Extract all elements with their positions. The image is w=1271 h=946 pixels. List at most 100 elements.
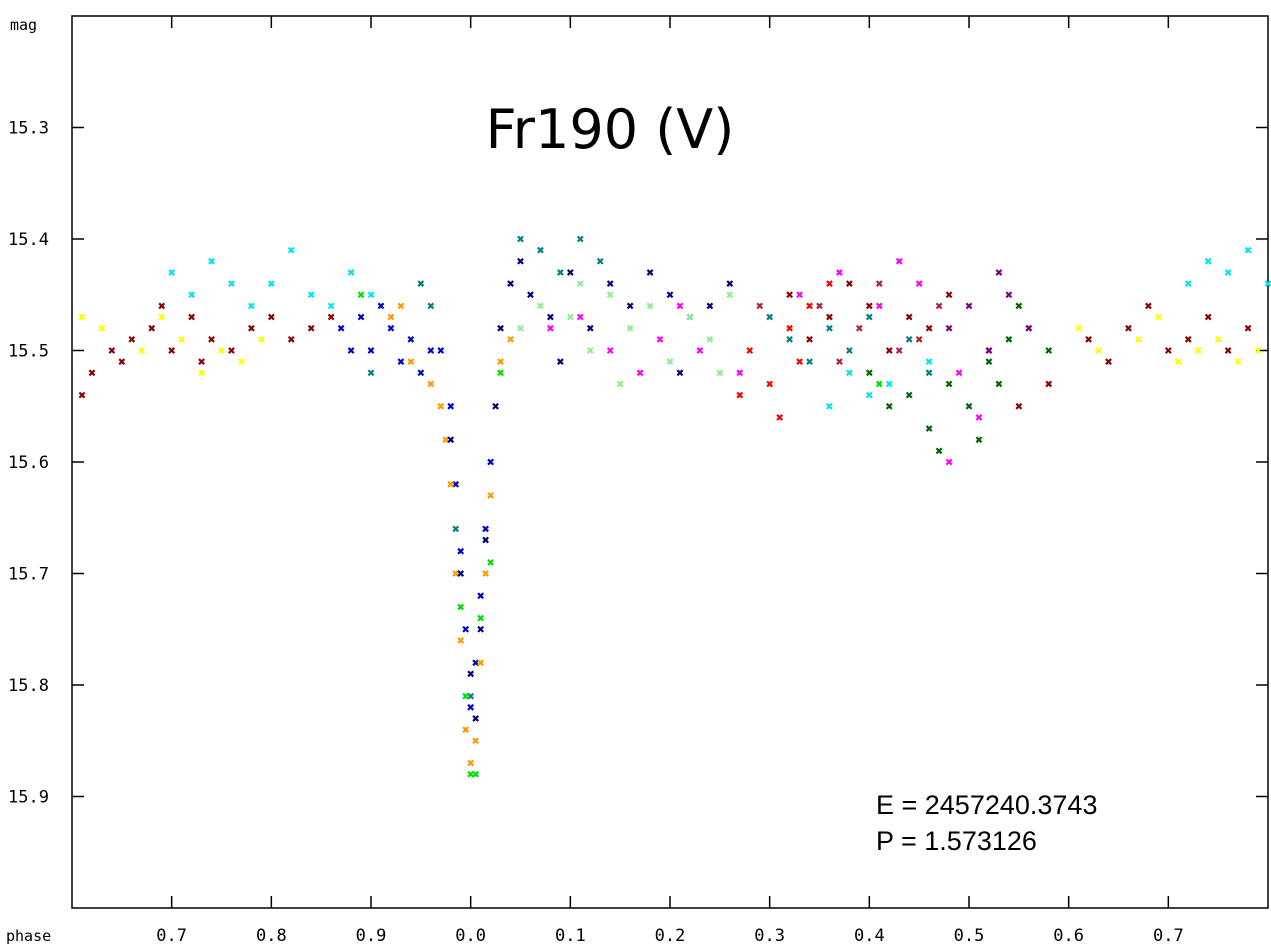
data-point [417, 280, 425, 287]
data-point [865, 391, 873, 399]
data-point [995, 380, 1003, 388]
data-point [307, 324, 315, 332]
data-point [1174, 358, 1182, 366]
period-annotation: P = 1.573126 [876, 826, 1037, 856]
data-point [287, 335, 295, 343]
data-point [467, 703, 475, 711]
data-point [915, 280, 923, 287]
data-point [377, 302, 385, 310]
data-point [766, 380, 774, 388]
data-point [865, 369, 873, 377]
data-point [467, 670, 475, 678]
data-point [547, 324, 554, 332]
data-point [985, 358, 993, 366]
data-point [462, 692, 470, 700]
data-point [865, 302, 873, 310]
data-point [995, 269, 1003, 276]
data-point [477, 592, 485, 600]
data-point [1184, 280, 1192, 287]
data-point [796, 358, 803, 366]
data-point [482, 525, 489, 533]
data-point [925, 369, 933, 377]
data-point [527, 291, 534, 299]
data-point [975, 436, 983, 444]
data-point [1045, 347, 1053, 354]
data-point [656, 335, 664, 343]
data-point [208, 257, 215, 265]
data-point [616, 380, 624, 388]
x-tick-label: 0.6 [1053, 926, 1084, 946]
data-point [457, 570, 465, 577]
x-tick-label: 0.9 [356, 926, 387, 946]
data-point [935, 447, 943, 455]
data-point [786, 324, 793, 332]
data-point [666, 358, 674, 366]
data-point [836, 358, 843, 366]
data-point [347, 269, 355, 276]
data-point [427, 380, 435, 388]
data-point [905, 335, 913, 343]
data-point [1164, 347, 1172, 354]
data-point [1125, 324, 1132, 332]
data-point [786, 335, 793, 343]
data-point [826, 402, 833, 410]
data-point [1214, 335, 1222, 343]
data-point [1224, 347, 1232, 354]
data-point [736, 391, 744, 399]
x-tick-label: 0.7 [1153, 926, 1184, 946]
data-point [427, 347, 435, 354]
data-points [78, 235, 1271, 778]
data-point [477, 659, 485, 667]
data-point [492, 402, 499, 410]
data-point [566, 313, 574, 321]
data-point [1025, 324, 1033, 332]
data-point [158, 313, 166, 321]
data-point [482, 536, 489, 544]
data-point [586, 347, 594, 354]
data-point [826, 324, 833, 332]
data-point [228, 347, 235, 354]
data-point [1224, 269, 1232, 276]
data-point [576, 235, 584, 243]
data-point [945, 291, 953, 299]
data-point [327, 302, 335, 310]
data-point [1204, 257, 1212, 265]
data-point [576, 280, 584, 287]
data-point [507, 280, 514, 287]
data-point [198, 369, 205, 377]
data-point [826, 280, 833, 287]
x-tick-label: 0.0 [455, 926, 486, 946]
data-point [472, 770, 480, 778]
data-point [228, 280, 235, 287]
epoch-annotation: E = 2457240.3743 [876, 790, 1097, 820]
data-point [955, 369, 963, 377]
data-point [497, 369, 504, 377]
data-point [367, 347, 375, 354]
data-point [905, 313, 913, 321]
data-point [596, 257, 604, 265]
data-point [766, 313, 774, 321]
data-point [188, 291, 195, 299]
data-point [98, 324, 106, 332]
data-point [1244, 324, 1252, 332]
data-point [646, 302, 654, 310]
data-point [457, 603, 465, 611]
data-point [462, 625, 470, 633]
data-point [267, 313, 275, 321]
data-point [646, 269, 654, 276]
data-point [367, 291, 375, 299]
data-point [118, 358, 126, 366]
data-point [945, 458, 953, 466]
data-point [696, 347, 704, 354]
data-point [497, 324, 504, 332]
data-point [158, 302, 166, 310]
data-point [636, 369, 644, 377]
data-point [676, 369, 684, 377]
data-point [447, 402, 455, 410]
data-point [925, 425, 933, 432]
data-point [945, 380, 953, 388]
data-point [248, 302, 255, 310]
data-point [915, 335, 923, 343]
y-tick-label: 15.3 [8, 119, 49, 139]
data-point [796, 291, 803, 299]
